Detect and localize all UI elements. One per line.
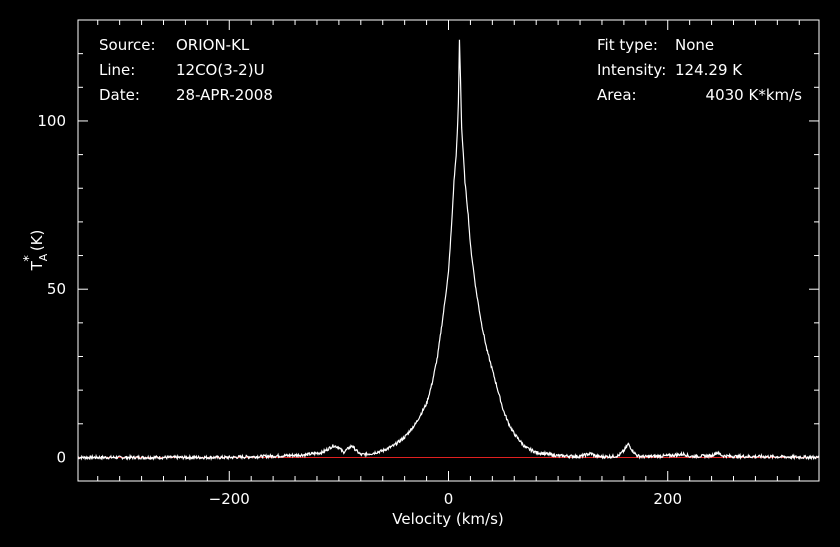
line-label: Line: [99,61,135,79]
area-value: 4030 K*km/s [706,86,803,104]
source-label: Source: [99,36,156,54]
date-label: Date: [99,86,140,104]
x-tick-label: 200 [653,490,682,508]
y-axis-title-text: TA* (K) [22,230,50,272]
y-axis-title-sup: * [22,255,37,262]
spectrum-series-line [77,39,820,462]
y-tick-label: 50 [47,280,66,298]
x-axis-title: Velocity (km/s) [392,510,503,528]
intensity-label: Intensity: [597,61,666,79]
x-tick-label: 0 [444,490,454,508]
y-axis-title-unit: (K) [28,230,46,252]
x-tick-label: −200 [209,490,250,508]
y-tick-label: 100 [37,112,66,130]
fit-type-value: None [675,36,714,54]
y-tick-label: 0 [56,448,66,466]
fit-type-label: Fit type: [597,36,658,54]
source-value: ORION-KL [176,36,250,54]
y-axis-title: TA* (K) [22,230,50,272]
date-value: 28-APR-2008 [176,86,273,104]
area-label: Area: [597,86,637,104]
ticks-layer: −200 0 200 0 50 100 [37,20,819,508]
intensity-value: 124.29 K [675,61,743,79]
y-axis-title-main: T [28,260,46,271]
y-axis-title-sub: A [37,253,50,261]
line-value: 12CO(3-2)U [176,61,265,79]
